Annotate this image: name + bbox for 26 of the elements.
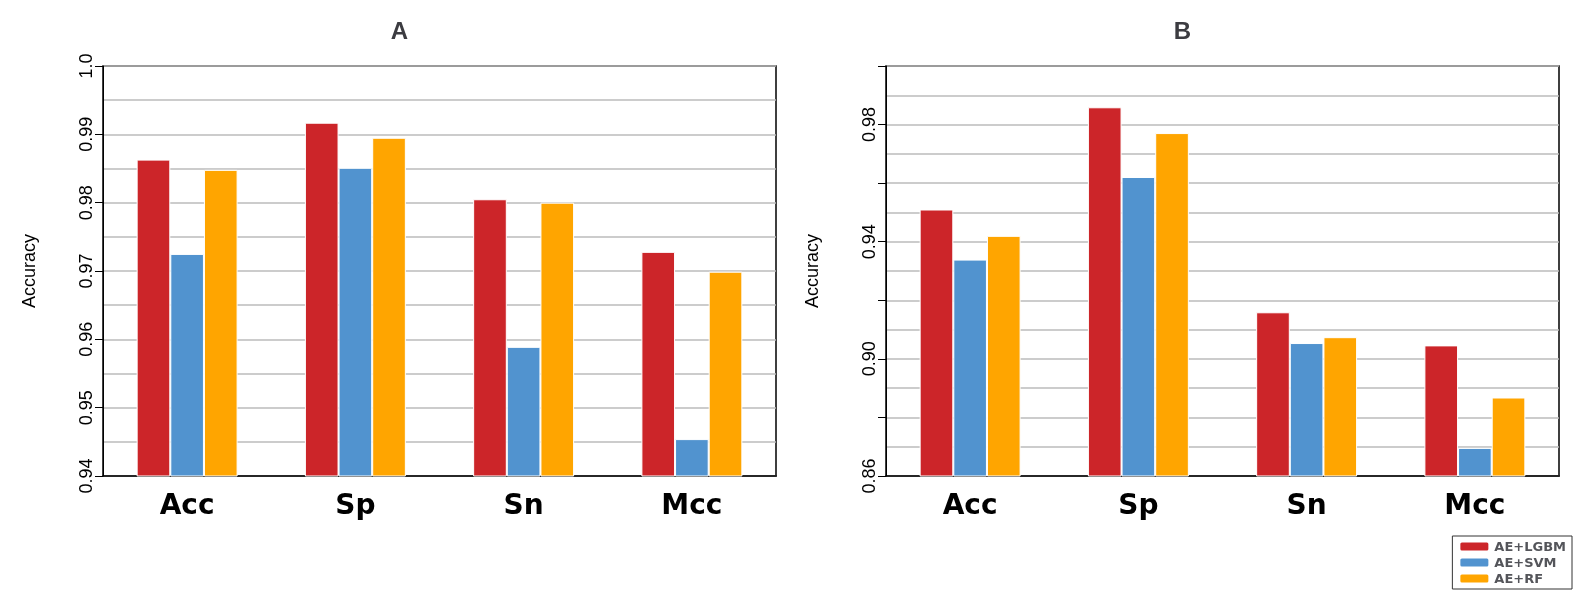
legend-label: AE+LGBM — [1494, 539, 1567, 554]
y-tick-label: 0.99 — [76, 116, 96, 152]
legend-label: AE+SVM — [1494, 555, 1557, 570]
x-tick-label: Sp — [335, 487, 376, 521]
y-tick-label: 0.98 — [859, 107, 879, 143]
x-tick-label: Mcc — [1444, 487, 1506, 521]
x-tick-label: Sn — [503, 487, 544, 521]
y-tick-label: 0.98 — [76, 185, 96, 221]
x-tick-label: Sp — [1118, 487, 1159, 521]
y-tick-label: 0.90 — [859, 341, 879, 377]
x-tick-label: Acc — [942, 487, 998, 521]
x-tick-label: Acc — [159, 487, 215, 521]
x-tick-label: Mcc — [661, 487, 723, 521]
legend-label: AE+RF — [1494, 571, 1544, 586]
y-axis-title: Accuracy — [802, 233, 822, 309]
y-tick-label: 0.96 — [76, 321, 96, 357]
y-tick-label: 0.97 — [76, 253, 96, 289]
y-tick-label: 0.94 — [859, 224, 879, 260]
x-tick-label: Sn — [1286, 487, 1327, 521]
y-axis-title: Accuracy — [19, 233, 39, 309]
chart-title: A — [390, 16, 409, 44]
chart-title: B — [1173, 16, 1192, 44]
y-tick-label: 1.0 — [76, 53, 96, 79]
y-tick-label: 0.94 — [76, 458, 96, 494]
y-tick-label: 0.95 — [76, 390, 96, 426]
y-tick-label: 0.86 — [859, 458, 879, 494]
